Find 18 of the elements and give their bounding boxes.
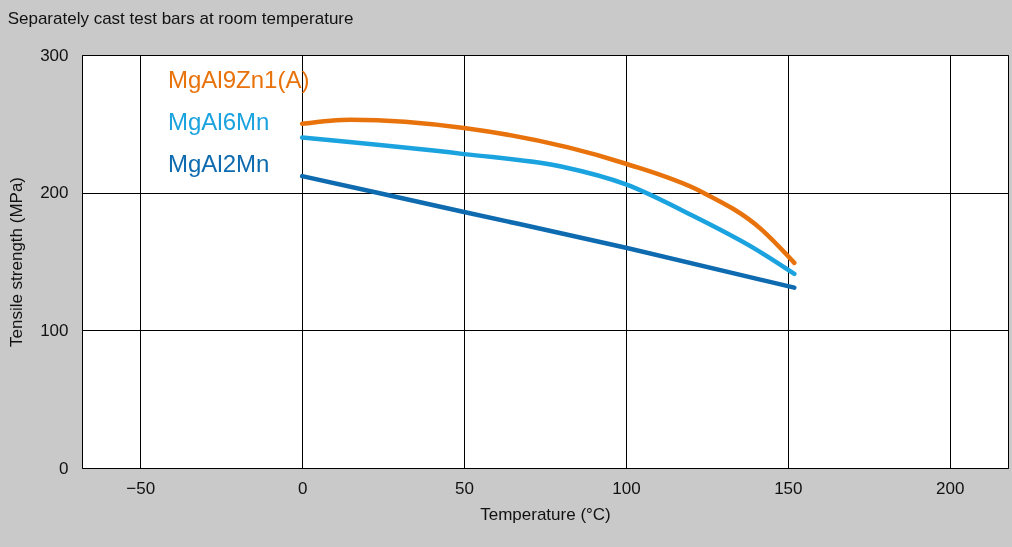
x-tick-label: 0	[297, 478, 308, 498]
line-series	[299, 173, 797, 290]
x-tick-label: 50	[455, 478, 475, 498]
y-tick-label: 300	[40, 45, 69, 65]
x-tick-label: 150	[774, 478, 803, 498]
y-tick-label: 200	[40, 183, 69, 203]
y-axis-title: Tensile strength (MPa)	[7, 176, 27, 348]
y-tick-label: 100	[40, 320, 69, 340]
x-tick-label: 200	[936, 478, 965, 498]
chart-title: Separately cast test bars at room temperature	[7, 9, 354, 28]
line-series	[299, 135, 797, 277]
series-label: MgAl6Mn	[168, 108, 270, 135]
series-label: MgAl2Mn	[168, 150, 270, 177]
line-series	[299, 117, 797, 266]
x-tick-label: −50	[126, 478, 156, 498]
x-tick-label: 100	[612, 478, 641, 498]
y-tick-label: 0	[59, 458, 69, 478]
x-axis-title: Temperature (°C)	[480, 504, 611, 524]
